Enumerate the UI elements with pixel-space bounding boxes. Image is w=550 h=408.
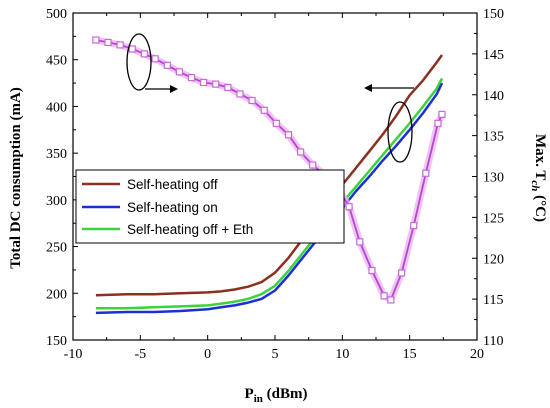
y-left-tick-label: 450 [46,54,67,69]
y-axis-right-title-unit: (°C) [532,191,548,222]
series-3-marker [410,221,418,230]
y-left-tick-label: 200 [46,287,67,302]
series-3-marker [309,161,317,169]
series-3-marker [104,38,112,47]
y-right-tick-label: 140 [483,89,504,104]
legend-label-self-heating-off: Self-heating off [127,177,218,192]
series-3-marker [387,296,395,304]
y-right-tick-label: 130 [483,171,504,186]
series-3-marker [175,68,183,76]
series-3-marker [92,36,100,44]
y-left-tick-label: 350 [46,147,67,162]
y-axis-right-title-main: Max. T [532,134,548,180]
series-3-marker [368,266,376,275]
series-3-marker [260,106,268,114]
series-3-marker [284,131,293,139]
y-right-tick-label: 125 [483,211,504,226]
y-axis-right-title: Max. Tch (°C) [529,134,548,222]
annotation-arrow-left-head [364,84,372,92]
legend-label-self-heating-off-eth: Self-heating off + Eth [127,222,253,237]
series-3-marker [128,45,136,53]
x-axis-title: Pin (dBm) [245,386,308,405]
series-3-marker [272,119,280,127]
series-3-marker [151,55,159,63]
series-3-marker [422,169,430,177]
x-tick-label: 15 [403,347,417,362]
series-3-marker [296,148,305,156]
series-3-marker [380,292,388,300]
series-3-marker [140,50,148,58]
x-axis-title-unit: (dBm) [263,386,308,402]
series-3-marker [248,96,256,105]
series-3-marker [163,61,171,69]
x-tick-label: -10 [64,347,83,362]
series-3-marker [200,78,208,87]
y-left-tick-label: 400 [46,100,67,115]
x-axis-title-main: P [245,386,254,402]
y-axis-right-title-subscript: ch [529,180,541,191]
series-3-marker [356,238,364,246]
y-left-tick-label: 150 [46,334,67,349]
series-3-marker [187,73,196,82]
x-tick-label: 0 [204,347,211,362]
series-3-marker [116,41,124,49]
legend: Self-heating off Self-heating on Self-he… [75,169,345,244]
y-left-tick-label: 500 [46,7,67,22]
series-3-marker [345,203,353,211]
legend-label-self-heating-on: Self-heating on [127,200,218,215]
x-axis-title-subscript: in [254,393,263,405]
annotation-ellipse-right-group [387,101,413,163]
y-right-tick-label: 120 [483,252,504,267]
x-tick-label: -5 [134,347,146,362]
y-right-tick-label: 110 [483,334,503,349]
annotation-ellipse-left-group [126,33,152,91]
series-3-marker [212,80,220,88]
y-left-tick-label: 250 [46,241,67,256]
y-axis-left-title: Total DC consumption (mA) [8,87,24,269]
annotation-arrow-right-head [170,85,178,93]
x-tick-label: 20 [470,347,484,362]
y-right-tick-label: 145 [483,48,504,63]
y-right-tick-label: 135 [483,130,504,145]
y-left-tick-label: 300 [46,194,67,209]
annotations [126,33,414,163]
x-tick-label: 10 [335,347,349,362]
series-3-marker [438,110,446,118]
x-tick-label: 5 [272,347,279,362]
series-3-marker [434,119,442,127]
series-3-marker [224,83,232,91]
series-3-marker [397,269,406,277]
series-1-line [95,82,444,315]
series-3-marker [236,90,244,98]
series-2-line [95,77,444,310]
y-right-tick-label: 150 [483,7,504,22]
legend-box [75,169,345,244]
y-right-tick-label: 115 [483,293,503,308]
